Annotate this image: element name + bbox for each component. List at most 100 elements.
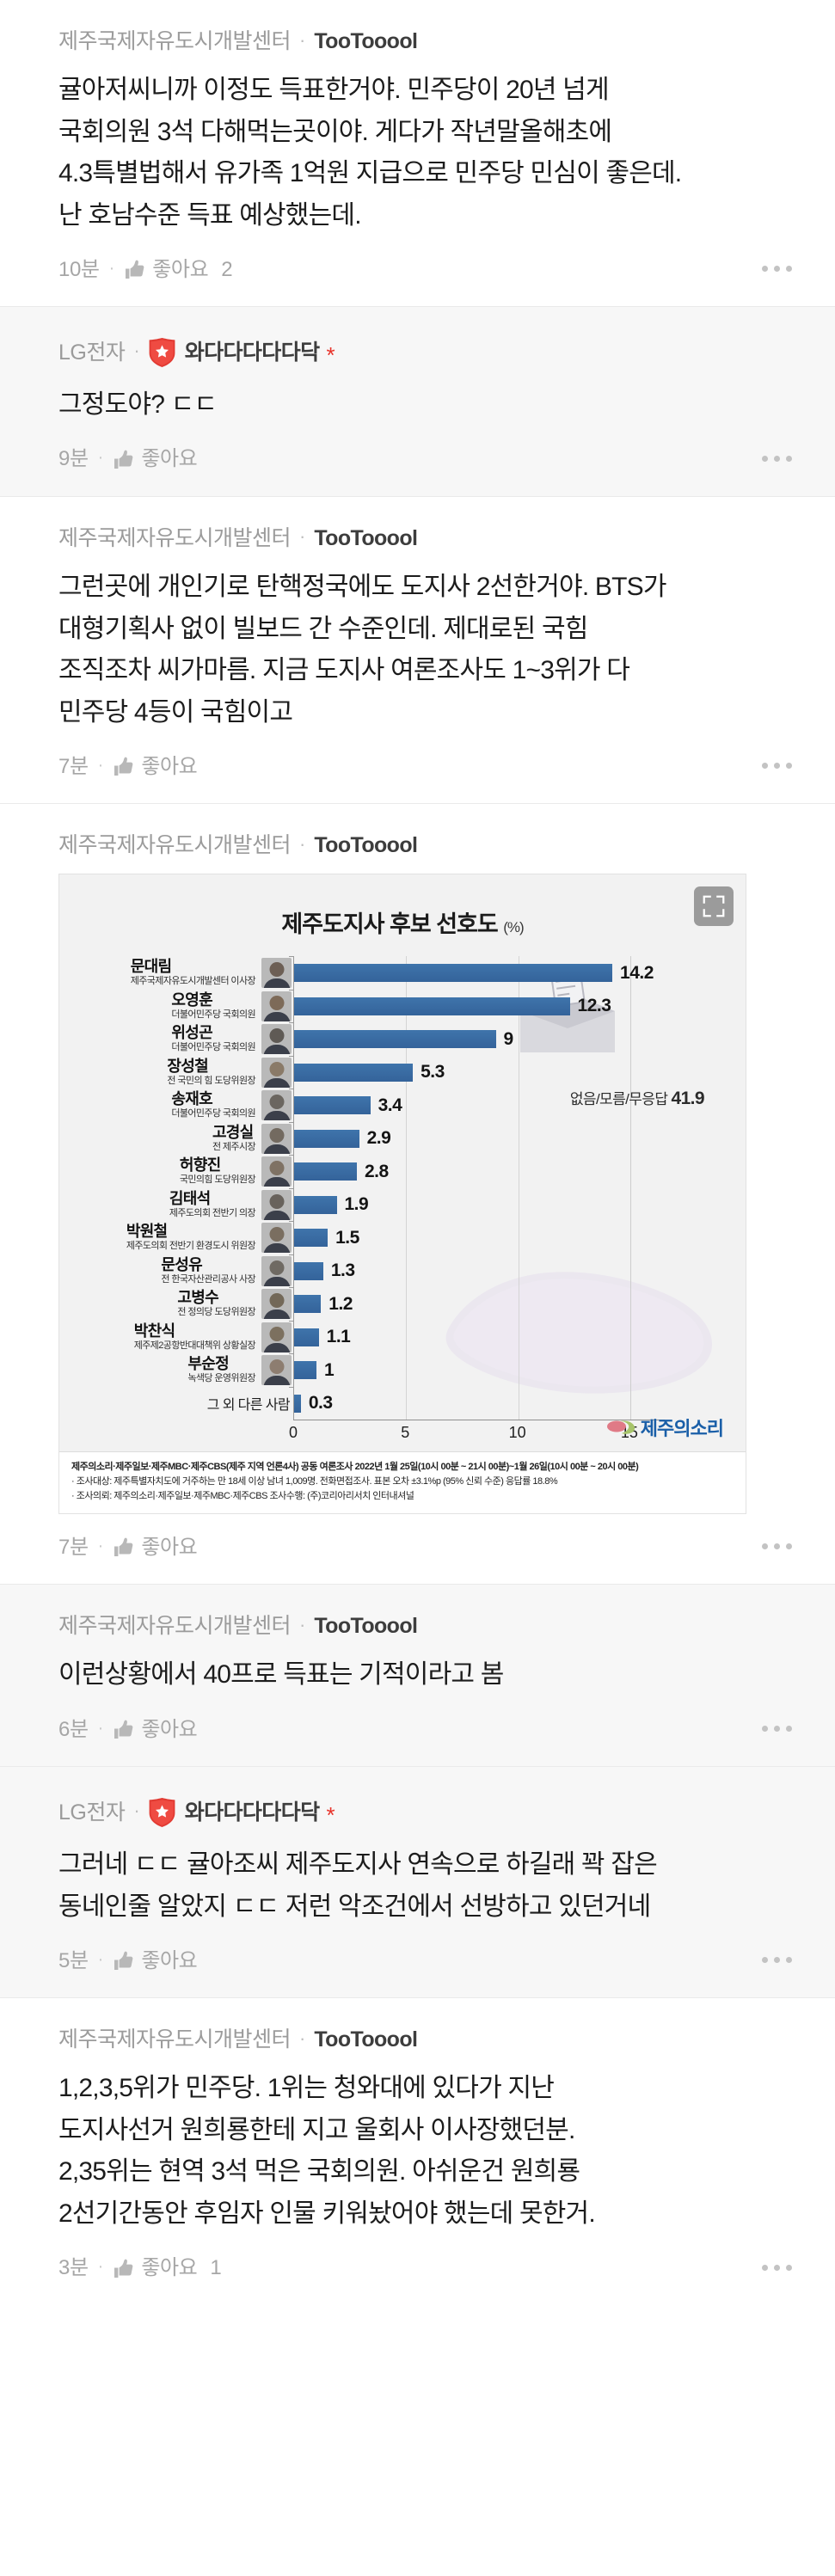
author-nickname[interactable]: TooTooool — [314, 29, 418, 53]
like-button[interactable]: 좋아요 — [113, 1717, 198, 1741]
more-options-icon[interactable] — [757, 757, 797, 774]
bar-value: 5.3 — [421, 1062, 445, 1083]
jejusori-logo: 제주의소리 — [606, 1414, 724, 1441]
author-nickname[interactable]: 와다다다다다닥 — [184, 340, 320, 365]
footer-separator: · — [97, 2257, 104, 2277]
chart-candidate-row: 문성유 전 한국자산관리공사 사장 — [77, 1254, 292, 1288]
meta-separator: · — [299, 1613, 306, 1635]
like-count: 1 — [210, 2256, 222, 2280]
author-star-icon: * — [326, 1802, 335, 1829]
like-button[interactable]: 좋아요 1 — [113, 2256, 222, 2280]
x-axis-tick: 0 — [288, 1424, 298, 1442]
comment-timestamp: 7분 — [58, 1535, 89, 1559]
more-options-icon[interactable] — [757, 1952, 797, 1968]
like-button[interactable]: 좋아요 — [113, 1950, 198, 1972]
comment-1[interactable]: 제주국제자유도시개발센터 · TooTooool 귤아저씨니까 이정도 득표한거야. … — [0, 0, 835, 308]
candidate-name: 문대림 — [130, 958, 172, 976]
chart-bar-row: 1 — [289, 1353, 728, 1387]
red-shield-star-badge-icon — [149, 1798, 175, 1828]
chart-bar-row: 9 — [289, 1022, 728, 1056]
thumbs-up-icon — [113, 2258, 134, 2279]
candidate-photo — [261, 991, 292, 1021]
brand-name: 제주의소리 — [640, 1418, 724, 1440]
expand-fullscreen-icon[interactable] — [694, 886, 734, 927]
chart-candidate-row: 오영훈 더불어민주당 국회의원 — [77, 990, 292, 1023]
more-options-icon[interactable] — [757, 451, 797, 467]
candidate-name: 송재호 — [171, 1090, 212, 1108]
like-label: 좋아요 — [141, 2256, 198, 2280]
author-nickname[interactable]: TooTooool — [314, 2027, 418, 2052]
more-options-icon[interactable] — [757, 2260, 797, 2276]
thumbs-up-icon — [113, 1719, 134, 1740]
candidate-title: 전 한국자산관리공사 사장 — [161, 1273, 255, 1285]
chart-bar-row: 5.3 — [289, 1055, 728, 1089]
chart-title: 제주도지사 후보 선호도 (%) — [281, 911, 524, 938]
comment-5[interactable]: 제주국제자유도시개발센터 · TooTooool 이런상황에서 40프로 득표는 기적… — [0, 1585, 835, 1768]
more-options-icon[interactable] — [757, 1538, 797, 1555]
footer-separator: · — [97, 755, 104, 775]
like-button[interactable]: 좋아요 2 — [124, 259, 233, 280]
bar-value: 0.3 — [308, 1393, 333, 1414]
comment-author-meta: 제주국제자유도시개발센터 · TooTooool — [58, 525, 785, 550]
author-nickname[interactable]: TooTooool — [314, 833, 418, 858]
chart-bar-row: 12.3 — [289, 989, 728, 1023]
author-nickname[interactable]: TooTooool — [314, 525, 418, 550]
comment-footer: 5분 · 좋아요 — [58, 1950, 785, 1972]
chart-bar-row: 2.9 — [289, 1121, 728, 1156]
comment-author-meta: 제주국제자유도시개발센터 · TooTooool — [58, 833, 785, 858]
candidate-title: 더불어민주당 국회의원 — [171, 1009, 255, 1020]
comment-body: 1,2,3,5위가 민주당. 1위는 청와대에 있다가 지난 도지사선거 원희룡… — [58, 2074, 596, 2229]
comment-body: 그정도야? ㄷㄷ — [58, 390, 218, 420]
comment-body: 그런곳에 개인기로 탄핵정국에도 도지사 2선한거야. BTS가 대형기획사 없… — [58, 572, 666, 727]
footer-separator: · — [97, 1949, 104, 1969]
bar-value: 1.3 — [330, 1260, 355, 1281]
chart-bar-row: 3.4 — [289, 1089, 728, 1122]
candidate-name: 위성곤 — [171, 1024, 212, 1042]
bar-value: 1.5 — [335, 1227, 359, 1248]
like-button[interactable]: 좋아요 — [113, 1536, 198, 1558]
comment-author-meta: 제주국제자유도시개발센터 · TooTooool — [58, 29, 785, 53]
chart-candidate-row: 김태석 제주도의회 전반기 의장 — [77, 1188, 292, 1222]
footer-separator: · — [97, 1536, 104, 1555]
poll-chart-card[interactable]: 제주도지사 후보 선호도 (%) 없음/모름/무응답 41.9 문대림 제주국제자유도… — [58, 874, 746, 1515]
more-options-icon[interactable] — [757, 261, 797, 277]
author-company: 제주국제자유도시개발센터 — [58, 29, 292, 53]
candidate-title: 제주도의회 전반기 의장 — [169, 1207, 256, 1218]
footer-separator: · — [97, 1718, 104, 1738]
like-label: 좋아요 — [141, 1717, 198, 1741]
comment-7[interactable]: 제주국제자유도시개발센터 · TooTooool 1,2,3,5위가 민주당. 1위는… — [0, 1998, 835, 2305]
author-nickname[interactable]: 와다다다다다닥 — [184, 1800, 320, 1825]
candidate-name: 오영훈 — [171, 991, 212, 1009]
author-company: 제주국제자유도시개발센터 — [58, 1614, 292, 1639]
comment-4[interactable]: 제주국제자유도시개발센터 · TooTooool 제주도지사 후보 선호도 (%) 없음… — [0, 804, 835, 1585]
bar-value: 1 — [324, 1359, 335, 1380]
author-company: 제주국제자유도시개발센터 — [58, 2027, 292, 2052]
comment-footer: 9분 · 좋아요 — [58, 449, 785, 470]
like-label: 좋아요 — [141, 447, 198, 471]
chart-bar-row: 14.2 — [289, 956, 728, 990]
meta-separator: · — [133, 1800, 140, 1822]
chart-bar-row: 1.5 — [289, 1221, 728, 1254]
candidate-title: 제주도의회 전반기 환경도시 위원장 — [126, 1241, 256, 1252]
chart-candidate-row: 고병수 전 정의당 도당위원장 — [77, 1287, 292, 1321]
like-button[interactable]: 좋아요 — [113, 447, 198, 471]
meta-separator: · — [299, 2027, 306, 2049]
author-star-icon: * — [326, 342, 335, 369]
chart-candidate-row: 부순정 녹색당 운영위원장 — [77, 1353, 292, 1387]
comment-timestamp: 9분 — [58, 447, 89, 471]
bar-value: 2.8 — [364, 1161, 389, 1181]
more-options-icon[interactable] — [757, 1720, 797, 1737]
comment-2[interactable]: LG전자 · 와다다다다다닥 * 그정도야? ㄷㄷ 9분 · 좋아요 — [0, 307, 835, 497]
comment-3[interactable]: 제주국제자유도시개발센터 · TooTooool 그런곳에 개인기로 탄핵정국에도 도… — [0, 496, 835, 805]
comment-body: 이런상황에서 40프로 득표는 기적이라고 봄 — [58, 1660, 504, 1690]
comment-6[interactable]: LG전자 · 와다다다다다닥 * 그러네 ㄷㄷ 귤아조씨 제주도지사 연속으로 하길래 … — [0, 1767, 835, 1999]
like-button[interactable]: 좋아요 — [113, 756, 198, 777]
author-nickname[interactable]: TooTooool — [314, 1614, 418, 1639]
candidate-name: 부순정 — [187, 1355, 229, 1373]
comment-timestamp: 7분 — [58, 754, 89, 778]
candidate-photo — [261, 1156, 292, 1187]
candidate-title: 제주제2공항반대대책위 상황실장 — [133, 1340, 256, 1351]
chart-category-labels: 문대림 제주국제자유도시개발센터 이사장 오영훈 더불어민주당 국회의원 위성곤 더불어민… — [77, 956, 292, 1446]
candidate-name: 고병수 — [177, 1289, 218, 1307]
chart-bar-row: 2.8 — [289, 1155, 728, 1188]
